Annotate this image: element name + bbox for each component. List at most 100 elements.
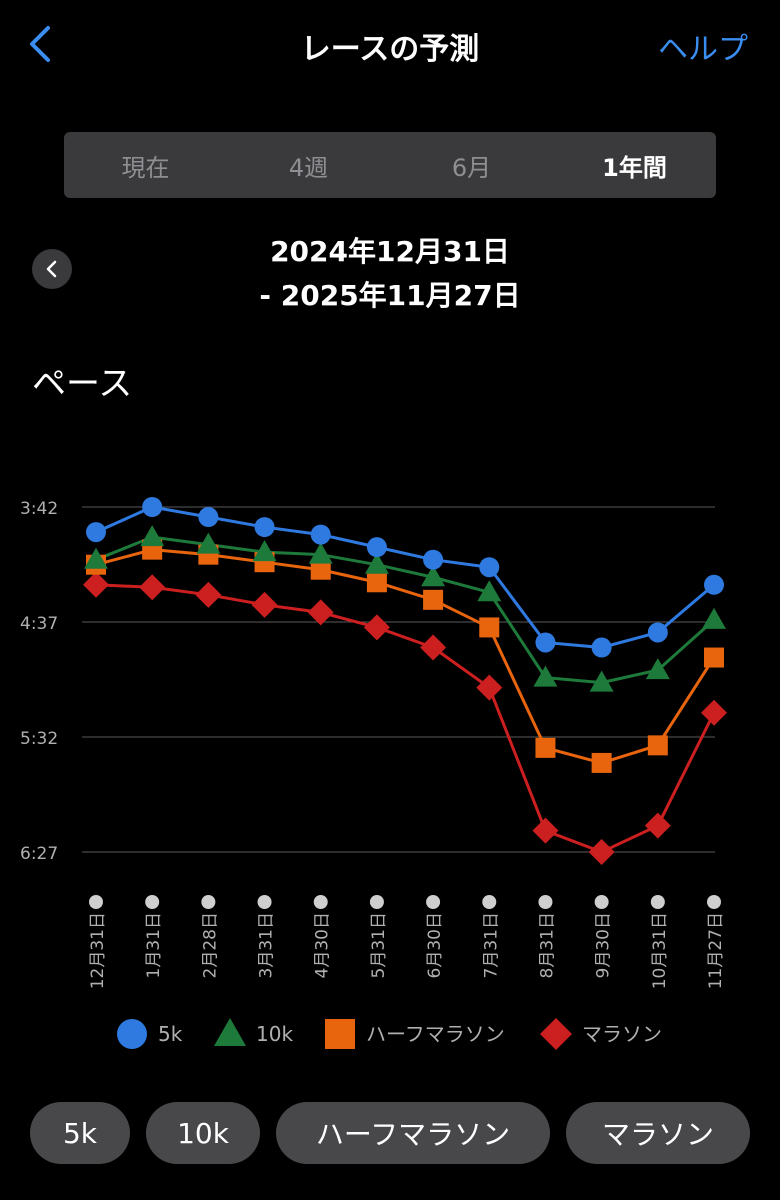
x-tick-label: 1月31日 [144,912,164,978]
x-tick-dot [369,895,384,909]
data-point [479,617,500,638]
x-tick-label: 9月30日 [594,912,614,978]
tab-current[interactable]: 現在 [121,153,170,182]
series-line [95,548,716,765]
pace-chart: 3:42 4:37 5:32 6:27 12月31日 1月31日 2月28日 3月31日 4月… [20,497,727,1050]
x-tick-dot [482,895,497,909]
data-point [477,580,502,602]
data-point [363,614,390,641]
data-point [420,634,447,661]
data-point [198,507,219,528]
data-point [647,735,668,756]
x-tick-label: 7月31日 [481,912,501,978]
data-point [254,517,275,538]
data-point [535,632,556,653]
data-point [421,565,446,587]
period-selector: 現在 4週 6月 1年間 [64,132,716,198]
data-point [591,637,612,658]
legend-marker [540,1018,572,1050]
data-point [252,540,277,562]
legend-label: 10k [256,1022,293,1046]
x-tick-label: 8月31日 [537,912,557,978]
data-point [647,622,668,643]
data-point [704,647,724,668]
x-tick-dot [89,895,103,909]
date-range-start: 2024年12月31日 [270,235,510,268]
data-point [645,658,670,680]
data-point [307,599,334,626]
data-point [532,817,559,844]
data-point [83,571,109,598]
series-line [95,505,715,650]
data-point [535,737,556,758]
x-tick-dot [538,895,553,909]
data-point [423,549,444,570]
x-tick-label: 4月30日 [313,912,333,978]
back-button[interactable] [22,22,62,66]
y-tick-label: 4:37 [20,614,58,634]
x-tick-label: 12月31日 [88,912,108,989]
x-tick-dot [313,895,328,909]
data-point [139,574,166,601]
x-tick-label: 11月27日 [706,912,726,989]
data-point [479,557,500,578]
x-tick-dot [257,895,272,909]
tab-1-year[interactable]: 1年間 [602,153,667,182]
help-link[interactable]: ヘルプ [658,32,748,67]
filter-chip-5k[interactable]: 5k [30,1102,130,1164]
y-tick-label: 3:42 [20,499,58,519]
legend-label: ハーフマラソン [366,1022,505,1046]
x-tick-label: 2月28日 [200,912,220,978]
filter-chip-10k[interactable]: 10k [146,1102,260,1164]
section-title: ペース [32,364,133,404]
series-line [95,535,715,685]
data-point [364,552,389,574]
data-point [589,670,614,692]
data-point [476,674,503,701]
series-line [95,583,716,854]
tab-4-weeks[interactable]: 4週 [288,153,329,182]
data-point [86,522,106,543]
x-tick-label: 6月30日 [425,912,445,978]
data-point [140,525,165,547]
data-point [142,497,163,517]
tab-6-months[interactable]: 6月 [451,153,492,182]
page-title: レースの予測 [300,32,480,67]
data-point [196,532,221,554]
y-tick-label: 6:27 [20,844,58,864]
legend-marker [325,1019,355,1049]
data-point [701,699,727,726]
date-range-end: - 2025年11月27日 [259,279,521,312]
x-tick-dot [426,895,441,909]
data-point [310,559,331,580]
x-tick-dot [707,895,721,909]
data-point [704,574,724,595]
data-point [195,581,222,608]
previous-period-button[interactable] [32,249,72,289]
data-point [591,752,612,773]
x-tick-label: 10月31日 [650,912,670,989]
legend-label: マラソン [582,1022,662,1046]
data-point [251,591,278,618]
data-point [533,665,558,687]
data-point [644,812,671,839]
legend-label: 5k [158,1022,183,1046]
data-point [310,524,331,545]
x-tick-dot [594,895,609,909]
x-tick-dot [650,895,665,909]
chevron-left-icon [46,260,57,278]
y-tick-label: 5:32 [20,729,58,749]
data-point [308,542,333,564]
x-tick-label: 3月31日 [257,912,277,978]
legend-marker [214,1018,246,1046]
x-tick-label: 5月31日 [369,912,389,978]
data-point [84,547,108,569]
data-point [423,589,444,610]
x-tick-dot [145,895,160,909]
x-tick-dot [201,895,216,909]
data-point [588,839,615,865]
filter-chip-half-marathon[interactable]: ハーフマラソン [276,1102,550,1164]
data-point [702,607,726,629]
chevron-left-icon [30,26,50,62]
filter-chip-marathon[interactable]: マラソン [566,1102,750,1164]
